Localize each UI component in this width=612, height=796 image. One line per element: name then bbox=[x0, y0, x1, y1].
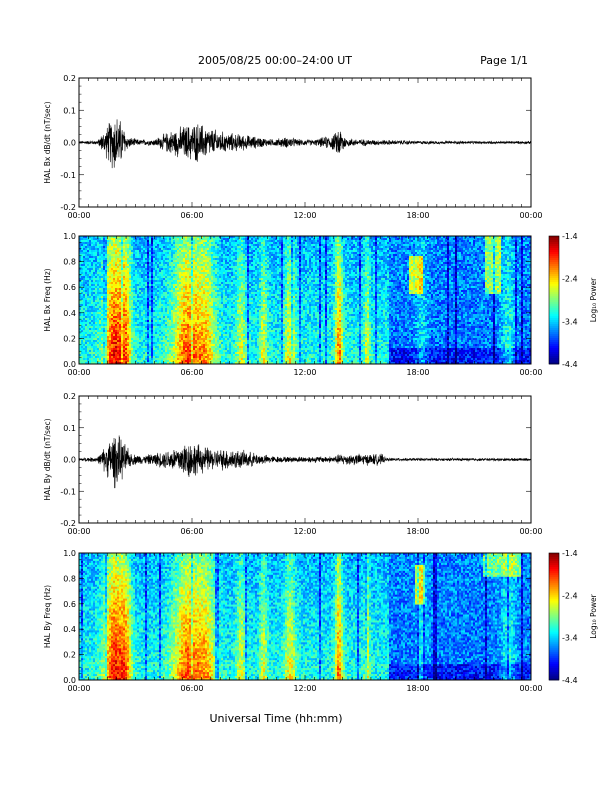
spectrogram-image bbox=[79, 236, 531, 364]
x-tick-label: 18:00 bbox=[406, 211, 429, 220]
x-tick-label: 00:00 bbox=[519, 211, 542, 220]
colorbar-tick-label: -4.4 bbox=[562, 676, 578, 685]
y-tick-label: 0.0 bbox=[63, 360, 76, 369]
colorbar-tick-label: -4.4 bbox=[562, 360, 578, 369]
colorbar bbox=[549, 553, 559, 680]
y-axis-label: HAL Bx Freq (Hz) bbox=[43, 268, 52, 331]
y-tick-label: 1.0 bbox=[63, 232, 76, 241]
x-tick-label: 18:00 bbox=[406, 684, 429, 693]
x-tick-label: 18:00 bbox=[406, 368, 429, 377]
x-tick-label: 00:00 bbox=[519, 684, 542, 693]
y-tick-label: 0.8 bbox=[63, 574, 76, 583]
y-tick-label: 0.6 bbox=[63, 283, 76, 292]
y-tick-label: 0.2 bbox=[63, 334, 76, 343]
colorbar-tick-label: -3.4 bbox=[562, 634, 578, 643]
y-tick-label: -0.1 bbox=[60, 171, 76, 180]
x-tick-label: 00:00 bbox=[519, 368, 542, 377]
y-tick-label: 0.1 bbox=[63, 106, 76, 115]
y-tick-label: 0.4 bbox=[63, 625, 76, 634]
x-tick-label: 12:00 bbox=[293, 684, 316, 693]
x-axis-label: Universal Time (hh:mm) bbox=[210, 712, 343, 725]
y-tick-label: -0.2 bbox=[60, 203, 76, 212]
x-tick-label: 12:00 bbox=[293, 527, 316, 536]
x-tick-label: 06:00 bbox=[180, 368, 203, 377]
bx-spectrogram-panel: -1.4 -2.4 -3.4 -4.4 Log₁₀ Power 00:00 06:00 12:… bbox=[43, 232, 598, 377]
waveform-series bbox=[79, 435, 531, 488]
y-axis-label: HAL By Freq (Hz) bbox=[43, 585, 52, 648]
x-tick-label: 00:00 bbox=[67, 527, 90, 536]
x-tick-label: 12:00 bbox=[293, 211, 316, 220]
y-tick-label: -0.2 bbox=[60, 519, 76, 528]
x-tick-label: 00:00 bbox=[67, 684, 90, 693]
y-tick-label: 0.2 bbox=[63, 651, 76, 660]
by-waveform-panel: 00:00 06:00 12:00 18:00 00:00 0.2 0.1 0.0 -0.1 -0… bbox=[43, 392, 543, 536]
colorbar-tick-label: -1.4 bbox=[562, 232, 578, 241]
y-tick-label: 0.0 bbox=[63, 676, 76, 685]
y-tick-label: 0.2 bbox=[63, 74, 76, 83]
y-axis-label: HAL By dB/dt (nT/sec) bbox=[43, 418, 52, 500]
spectrogram-image bbox=[79, 553, 531, 680]
colorbar-tick-label: -2.4 bbox=[562, 591, 578, 600]
colorbar-tick-label: -3.4 bbox=[562, 317, 578, 326]
y-axis-label: HAL Bx dB/dt (nT/sec) bbox=[43, 101, 52, 183]
waveform-series bbox=[79, 119, 531, 168]
colorbar-label: Log₁₀ Power bbox=[589, 593, 598, 638]
y-tick-label: 0.1 bbox=[63, 424, 76, 433]
colorbar-tick-label: -2.4 bbox=[562, 275, 578, 284]
y-tick-label: 0.4 bbox=[63, 309, 76, 318]
y-tick-label: 0.0 bbox=[63, 456, 76, 465]
y-tick-label: 0.8 bbox=[63, 258, 76, 267]
y-tick-label: 0.2 bbox=[63, 392, 76, 401]
x-tick-label: 00:00 bbox=[519, 527, 542, 536]
x-tick-label: 00:00 bbox=[67, 211, 90, 220]
x-tick-label: 06:00 bbox=[180, 527, 203, 536]
x-tick-label: 12:00 bbox=[293, 368, 316, 377]
y-tick-label: 0.6 bbox=[63, 600, 76, 609]
y-tick-label: -0.1 bbox=[60, 487, 76, 496]
page-title: 2005/08/25 00:00–24:00 UT bbox=[198, 54, 352, 67]
bx-waveform-panel: 00:00 06:00 12:00 18:00 00:00 0.2 0.1 0.0 -0.1 -0… bbox=[43, 74, 543, 220]
colorbar bbox=[549, 236, 559, 364]
x-tick-label: 06:00 bbox=[180, 684, 203, 693]
by-spectrogram-panel: -1.4 -2.4 -3.4 -4.4 Log₁₀ Power 00:00 06:00 12:… bbox=[43, 549, 598, 693]
colorbar-label: Log₁₀ Power bbox=[589, 277, 598, 322]
colorbar-tick-label: -1.4 bbox=[562, 549, 578, 558]
y-tick-label: 1.0 bbox=[63, 549, 76, 558]
x-tick-label: 06:00 bbox=[180, 211, 203, 220]
page-number: Page 1/1 bbox=[480, 54, 528, 67]
y-tick-label: 0.0 bbox=[63, 139, 76, 148]
x-tick-label: 18:00 bbox=[406, 527, 429, 536]
x-tick-label: 00:00 bbox=[67, 368, 90, 377]
